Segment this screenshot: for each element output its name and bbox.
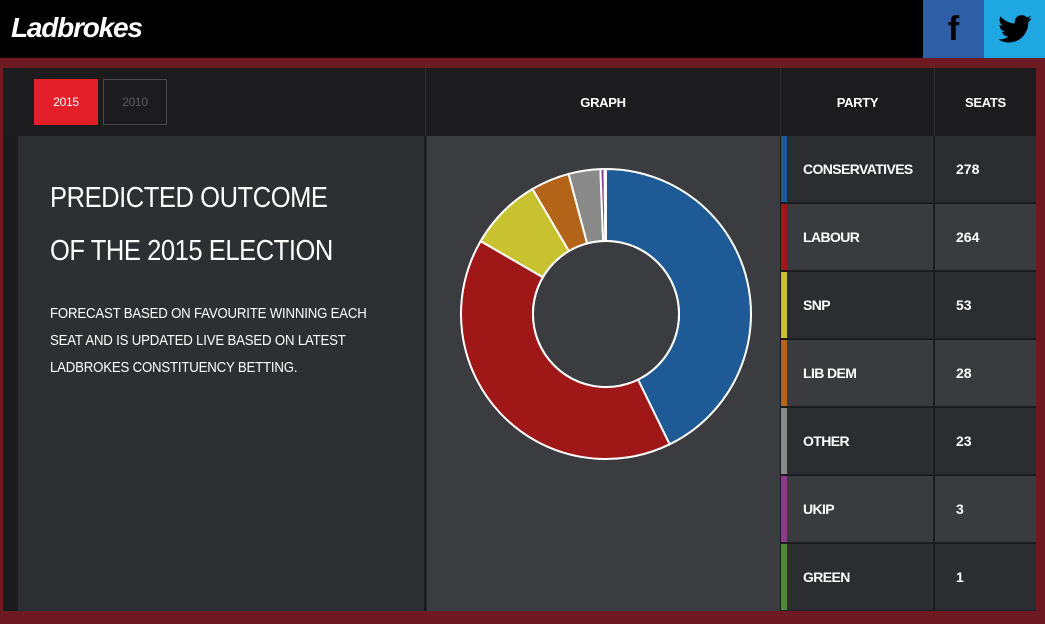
- seat-donut-chart: [460, 167, 752, 460]
- table-row[interactable]: SNP 53: [781, 272, 1036, 339]
- seats-header: SEATS: [935, 68, 1036, 136]
- party-header: PARTY: [781, 68, 935, 136]
- party-seats: 23: [935, 408, 1036, 474]
- ladbrokes-logo[interactable]: Ladbrokes: [11, 12, 143, 43]
- tab-2015[interactable]: 2015: [34, 79, 98, 125]
- party-color-swatch: [781, 340, 787, 406]
- year-tabs: 2015 2010: [3, 68, 426, 136]
- party-seats: 53: [935, 272, 1036, 338]
- party-color-swatch: [781, 408, 787, 474]
- facebook-icon: f: [947, 9, 960, 48]
- top-bar: Ladbrokes f: [0, 0, 1045, 58]
- party-seats: 1: [935, 544, 1036, 610]
- election-widget: 2015 2010 GRAPH PARTY SEATS PREDICTED OU…: [3, 68, 1036, 611]
- party-seats: 278: [935, 136, 1036, 202]
- page-title: PREDICTED OUTCOME OF THE 2015 ELECTION: [50, 182, 333, 267]
- party-name: OTHER: [787, 408, 934, 474]
- table-row[interactable]: GREEN 1: [781, 544, 1036, 611]
- table-row[interactable]: LIB DEM 28: [781, 340, 1036, 407]
- facebook-button[interactable]: f: [923, 0, 984, 58]
- party-seats-table: CONSERVATIVES 278 LABOUR 264 SNP 53 LIB …: [781, 136, 1036, 611]
- party-color-swatch: [781, 204, 787, 270]
- party-name: GREEN: [787, 544, 934, 610]
- table-row[interactable]: LABOUR 264: [781, 204, 1036, 271]
- graph-panel: [426, 136, 780, 611]
- intro-panel: PREDICTED OUTCOME OF THE 2015 ELECTION F…: [18, 136, 424, 611]
- tab-2010[interactable]: 2010: [103, 79, 167, 125]
- party-color-swatch: [781, 544, 787, 610]
- table-row[interactable]: UKIP 3: [781, 476, 1036, 543]
- party-name: LABOUR: [787, 204, 934, 270]
- party-name: UKIP: [787, 476, 934, 542]
- party-color-swatch: [781, 136, 787, 202]
- party-seats: 3: [935, 476, 1036, 542]
- party-name: CONSERVATIVES: [787, 136, 934, 202]
- forecast-description: FORECAST BASED ON FAVOURITE WINNING EACH…: [50, 305, 367, 376]
- party-color-swatch: [781, 476, 787, 542]
- donut-hole: [532, 240, 680, 388]
- table-row[interactable]: OTHER 23: [781, 408, 1036, 475]
- graph-header: GRAPH: [426, 68, 781, 136]
- donut-slice-green[interactable]: [603, 167, 607, 243]
- party-color-swatch: [781, 272, 787, 338]
- party-name: SNP: [787, 272, 934, 338]
- twitter-icon: [997, 15, 1032, 43]
- party-seats: 28: [935, 340, 1036, 406]
- party-name: LIB DEM: [787, 340, 934, 406]
- party-seats: 264: [935, 204, 1036, 270]
- twitter-button[interactable]: [984, 0, 1045, 58]
- table-row[interactable]: CONSERVATIVES 278: [781, 136, 1036, 203]
